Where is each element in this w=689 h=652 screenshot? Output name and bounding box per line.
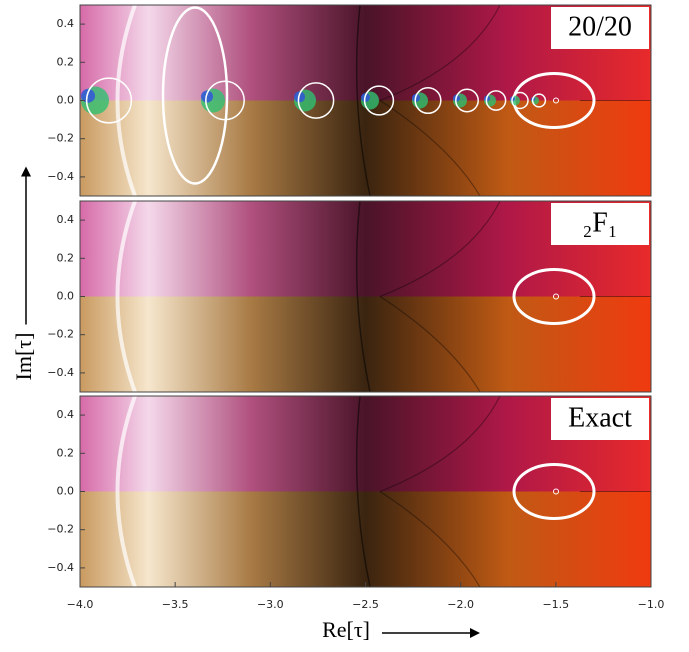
pole bbox=[553, 97, 559, 104]
contour bbox=[355, 4, 371, 197]
contour-loop bbox=[297, 82, 335, 119]
y-tick-label: 0.2 bbox=[57, 446, 75, 459]
contour bbox=[355, 395, 371, 588]
x-tick-label: −1.0 bbox=[638, 598, 665, 611]
plot-panel: Exact 0.4 0.2 0.0 −0.2 −0.4 −4.0 −3.5 −3.0 −2.5 −2… bbox=[47, 395, 665, 642]
contour bbox=[115, 4, 137, 197]
contour-loop bbox=[414, 86, 442, 115]
panel-label: Exact bbox=[568, 402, 632, 433]
contour bbox=[379, 295, 481, 393]
axis-arrowhead bbox=[470, 628, 480, 638]
contour bbox=[379, 99, 481, 197]
y-tick-label: 0.4 bbox=[57, 408, 75, 421]
x-tick-label: −2.5 bbox=[352, 598, 379, 611]
contour-loop bbox=[455, 88, 479, 113]
label-box bbox=[551, 203, 649, 245]
contour bbox=[379, 395, 501, 493]
panel-label: ₂F₁ bbox=[582, 207, 617, 238]
y-tick-label: 0.0 bbox=[57, 485, 75, 498]
label-box bbox=[551, 398, 649, 440]
contour bbox=[115, 395, 137, 588]
panel-label: 20/20 bbox=[568, 11, 632, 42]
contour-loop bbox=[511, 91, 529, 110]
pole-color bbox=[201, 90, 213, 103]
y-tick-label: −0.4 bbox=[47, 170, 74, 183]
y-tick-label: −0.2 bbox=[47, 523, 74, 536]
panels: 20/20 0.4 0.2 0.0 −0.2 −0.4 ₂F₁ 0.4 0.2 0.0 −0.2 −0… bbox=[11, 4, 665, 642]
pole-color bbox=[81, 88, 95, 103]
contour-loop bbox=[485, 90, 507, 111]
contour bbox=[379, 4, 501, 102]
contour-loop bbox=[512, 268, 596, 325]
y-tick-label: −0.2 bbox=[47, 328, 74, 341]
x-tick-label: −1.5 bbox=[542, 598, 569, 611]
label-box bbox=[551, 7, 649, 49]
plot-panel: ₂F₁ 0.4 0.2 0.0 −0.2 −0.4 Im[τ] bbox=[11, 166, 652, 393]
x-tick-label: −3.0 bbox=[257, 598, 284, 611]
contour bbox=[379, 490, 481, 588]
y-tick-label: 0.4 bbox=[57, 17, 75, 30]
contour bbox=[379, 200, 501, 298]
y-tick-label: −0.4 bbox=[47, 561, 74, 574]
pole bbox=[553, 293, 559, 300]
contour bbox=[355, 200, 371, 393]
x-tick-label: −2.0 bbox=[447, 598, 474, 611]
x-axis-label: Re[τ] bbox=[322, 617, 370, 642]
y-tick-label: 0.0 bbox=[57, 290, 75, 303]
y-tick-label: 0.4 bbox=[57, 213, 75, 226]
contour-loop bbox=[85, 77, 133, 124]
y-tick-label: 0.0 bbox=[57, 94, 75, 107]
lower-half-coloring bbox=[80, 491, 651, 587]
y-tick-label: 0.2 bbox=[57, 55, 75, 68]
lower-half-coloring bbox=[80, 100, 651, 196]
x-tick-label: −3.5 bbox=[162, 598, 189, 611]
y-tick-label: −0.2 bbox=[47, 132, 74, 145]
contour-loop bbox=[161, 6, 229, 185]
lower-half-coloring bbox=[80, 296, 651, 392]
contour-loop bbox=[531, 93, 547, 108]
y-tick-label: −0.4 bbox=[47, 366, 74, 379]
y-axis-label: Im[τ] bbox=[11, 333, 36, 381]
contour-loop bbox=[512, 463, 596, 520]
contour-loop bbox=[363, 85, 395, 116]
axis-arrowhead bbox=[21, 166, 31, 177]
y-tick-label: 0.2 bbox=[57, 251, 75, 264]
x-tick-label: −4.0 bbox=[67, 598, 94, 611]
contour bbox=[115, 200, 137, 393]
plot-panel: 20/20 0.4 0.2 0.0 −0.2 −0.4 bbox=[47, 4, 652, 197]
pole bbox=[553, 488, 559, 495]
